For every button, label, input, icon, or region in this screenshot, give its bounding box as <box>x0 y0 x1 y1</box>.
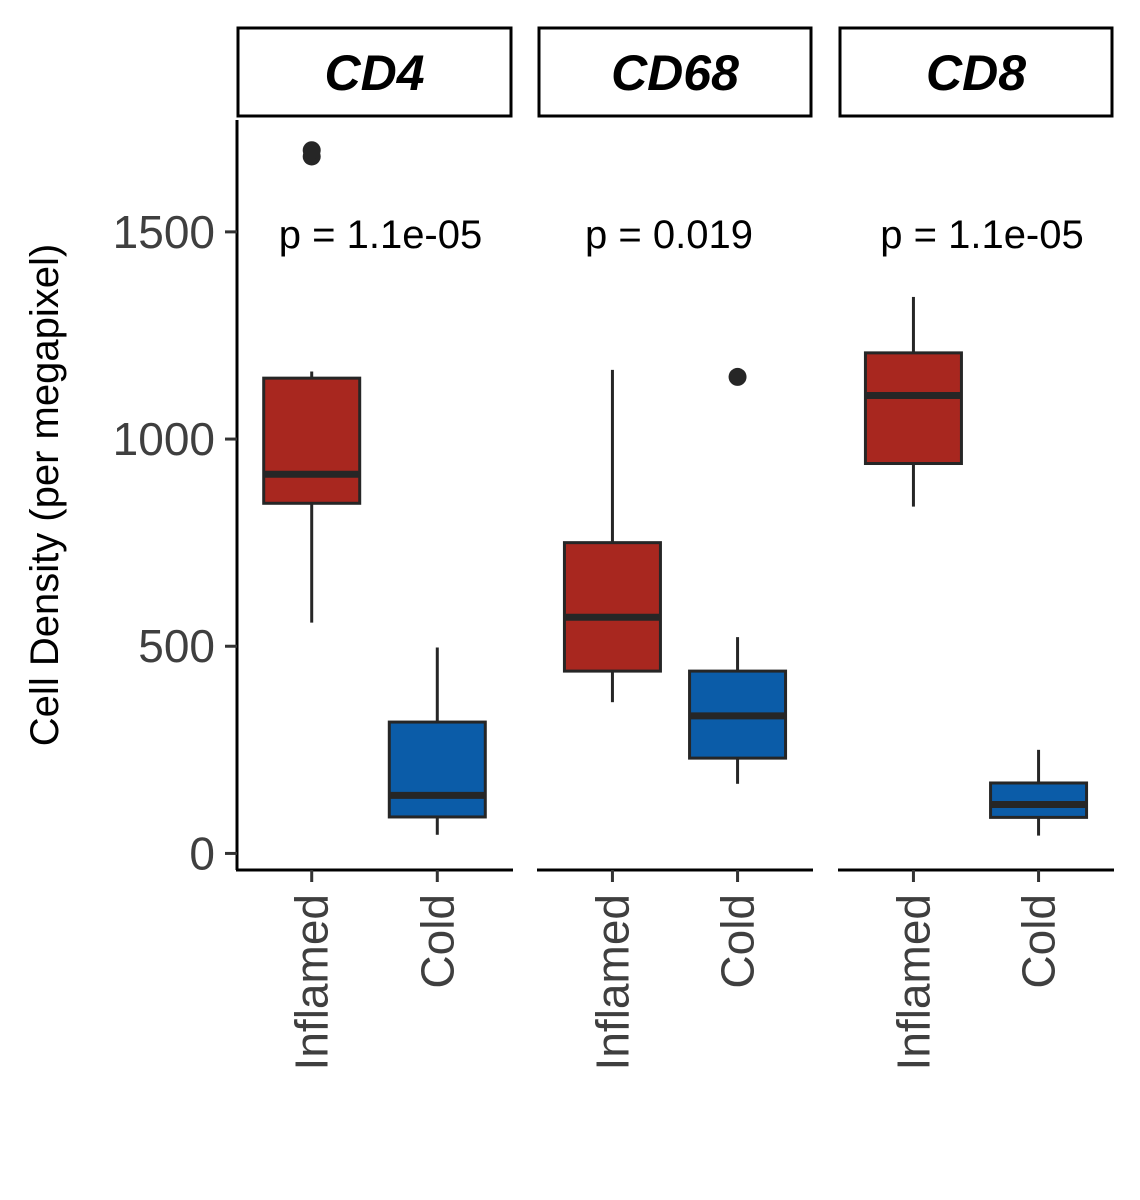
outlier-point <box>728 367 747 386</box>
box-inflamed <box>863 351 963 466</box>
facet-strip-label: CD4 <box>324 45 424 101</box>
x-tick-label: Inflamed <box>286 894 338 1070</box>
facet-strip <box>236 26 513 118</box>
y-axis-title-group: Cell Density (per megapixel) <box>23 244 67 746</box>
outlier-point <box>302 141 321 160</box>
y-tick-label: 0 <box>189 827 215 879</box>
x-tick-label: Cold <box>712 894 764 989</box>
y-tick-label: 1000 <box>113 413 215 465</box>
facet-strip <box>838 26 1114 118</box>
facet-strip-label: CD8 <box>926 45 1026 101</box>
x-tick-label: Inflamed <box>586 894 638 1070</box>
p-value-label: p = 1.1e-05 <box>880 213 1084 257</box>
box-cold <box>989 781 1089 819</box>
y-tick-label: 1500 <box>113 206 215 258</box>
box-cold <box>387 720 487 819</box>
y-axis-title: Cell Density (per megapixel) <box>23 244 67 746</box>
facet-strip-label: CD68 <box>611 45 739 101</box>
x-tick-label: Cold <box>411 894 463 989</box>
facet-strip <box>537 26 813 118</box>
x-tick-label: Cold <box>1013 894 1065 989</box>
x-tick-label: Inflamed <box>887 894 939 1070</box>
p-value-label: p = 0.019 <box>585 213 753 257</box>
y-tick-label: 500 <box>138 620 215 672</box>
p-value-label: p = 1.1e-05 <box>279 213 483 257</box>
box-inflamed <box>262 376 362 505</box>
box-inflamed <box>562 541 662 673</box>
